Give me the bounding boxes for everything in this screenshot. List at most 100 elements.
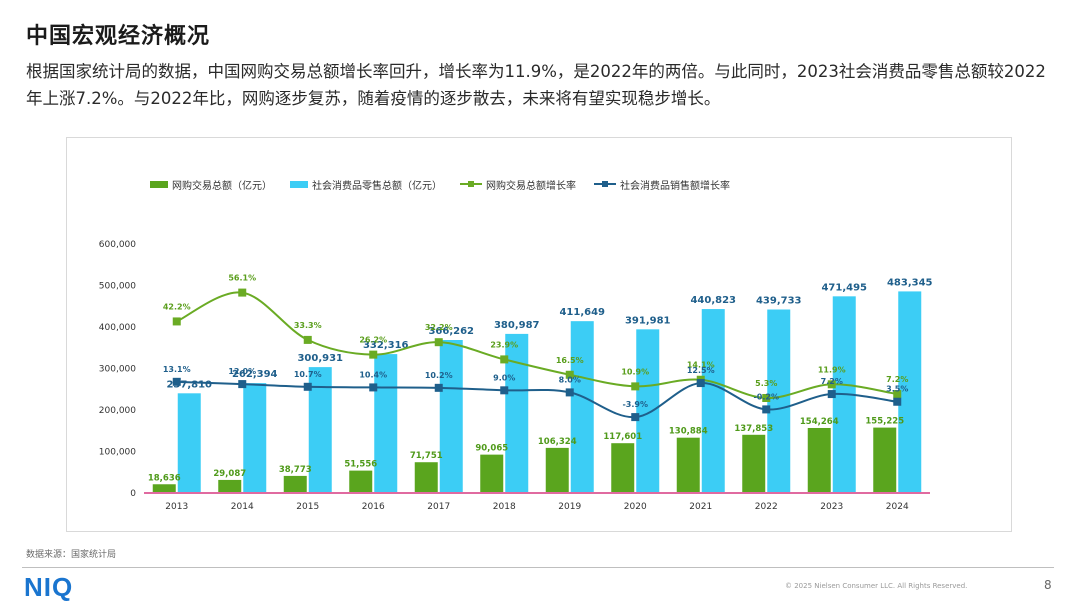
data-label-retail-growth: 13.1%: [163, 365, 191, 374]
x-tick-label: 2014: [231, 502, 254, 512]
data-label-online-growth: 10.9%: [621, 367, 649, 376]
point-retail-growth: [369, 383, 378, 392]
data-label-online-sales: 38,773: [279, 465, 312, 475]
data-label-online-sales: 137,853: [734, 424, 773, 434]
bar-online-sales: [414, 462, 438, 492]
x-tick-label: 2018: [493, 502, 516, 512]
data-label-online-sales: 71,751: [410, 451, 443, 461]
y-tick-label: 400,000: [99, 323, 136, 333]
data-label-online-growth: 7.2%: [886, 375, 908, 384]
bar-retail-sales: [767, 309, 791, 492]
point-online-growth: [369, 350, 378, 359]
point-online-growth: [893, 390, 902, 399]
point-online-growth: [500, 355, 509, 364]
data-label-retail-growth: 10.4%: [359, 370, 387, 379]
data-label-online-growth: 56.1%: [228, 274, 256, 283]
series-line-retail-growth: [176, 380, 898, 419]
x-tick-label: 2017: [427, 502, 450, 512]
legend-label-online-growth: 网购交易总额增长率: [486, 180, 576, 192]
page-title: 中国宏观经济概况: [26, 24, 211, 49]
point-retail-growth: [500, 386, 509, 395]
data-label-online-growth: 11.9%: [818, 365, 846, 374]
bar-retail-sales: [308, 367, 332, 492]
page-subtitle: 根据国家统计局的数据，中国网购交易总额增长率回升，增长率为11.9%，是2022…: [26, 62, 1046, 108]
point-retail-growth: [172, 377, 181, 386]
data-label-online-growth: 14.1%: [687, 361, 715, 370]
y-tick-label: 200,000: [99, 406, 136, 416]
point-retail-growth: [696, 379, 705, 388]
data-label-retail-growth: 7.2%: [821, 377, 843, 386]
point-retail-growth: [631, 413, 640, 422]
legend-swatch-online-growth: [460, 180, 482, 188]
data-label-retail-sales: 237,810: [166, 379, 212, 390]
data-label-retail-sales: 440,823: [690, 295, 736, 306]
data-label-retail-growth: 10.2%: [425, 371, 453, 380]
bar-retail-sales: [374, 354, 398, 492]
bar-retail-sales: [636, 329, 660, 492]
footer-divider: [22, 567, 1054, 568]
data-label-online-sales: 130,884: [669, 427, 708, 437]
data-label-online-sales: 106,324: [538, 437, 577, 447]
y-tick-label: 600,000: [99, 240, 136, 250]
point-online-growth: [565, 370, 574, 379]
point-online-growth: [762, 394, 771, 403]
point-online-growth: [434, 338, 443, 347]
bar-online-sales: [349, 470, 373, 492]
data-label-online-sales: 155,225: [865, 417, 904, 427]
niq-logo: NIQ: [24, 572, 74, 602]
legend-swatch-retail-sales: [290, 180, 308, 188]
legend-swatch-online-sales: [150, 180, 168, 188]
data-label-retail-growth: -0.2%: [753, 392, 779, 401]
x-tick-label: 2016: [362, 502, 385, 512]
point-online-growth: [172, 317, 181, 326]
data-label-online-growth: 32.2%: [425, 323, 453, 332]
point-retail-growth: [238, 380, 247, 389]
legend-label-online-sales: 网购交易总额（亿元）: [172, 180, 272, 192]
legend-item-online-sales: 网购交易总额（亿元）: [150, 177, 272, 192]
data-label-online-growth: 42.2%: [163, 302, 191, 311]
bar-online-sales: [873, 427, 897, 492]
x-tick-label: 2020: [624, 502, 647, 512]
data-label-online-sales: 117,601: [603, 432, 642, 442]
data-label-retail-sales: 380,987: [494, 320, 540, 331]
bar-online-sales: [807, 427, 831, 492]
data-label-retail-growth: 9.0%: [493, 373, 515, 382]
point-online-growth: [238, 288, 247, 297]
y-tick-label: 500,000: [99, 282, 136, 292]
data-label-online-growth: 33.3%: [294, 321, 322, 330]
x-tick-label: 2021: [689, 502, 712, 512]
x-tick-label: 2013: [165, 502, 188, 512]
point-online-growth: [631, 382, 640, 391]
bar-online-sales: [611, 443, 635, 492]
data-label-retail-sales: 411,649: [559, 307, 605, 318]
point-retail-growth: [893, 397, 902, 406]
data-label-online-sales: 154,264: [800, 417, 839, 427]
data-label-online-sales: 51,556: [344, 460, 377, 470]
data-label-online-growth: 5.3%: [755, 379, 777, 388]
data-label-retail-growth: 12.5%: [687, 366, 715, 375]
data-label-retail-sales: 332,316: [363, 340, 409, 351]
bar-retail-sales: [439, 340, 463, 492]
bar-online-sales: [742, 434, 766, 492]
bar-online-sales: [283, 475, 307, 492]
legend-item-retail-sales: 社会消费品零售总额（亿元）: [290, 177, 442, 192]
legend-label-retail-growth: 社会消费品销售额增长率: [620, 180, 730, 192]
bar-retail-sales: [898, 291, 922, 492]
data-label-retail-sales: 262,394: [232, 369, 278, 380]
bar-retail-sales: [701, 309, 725, 492]
bar-retail-sales: [570, 321, 594, 492]
data-label-online-growth: 26.2%: [359, 336, 387, 345]
point-retail-growth: [303, 382, 312, 391]
bar-retail-sales: [243, 383, 267, 492]
data-label-retail-sales: 483,345: [887, 277, 933, 288]
bar-online-sales: [676, 437, 700, 492]
y-tick-label: 0: [130, 489, 136, 499]
data-label-retail-growth: 12.0%: [228, 367, 256, 376]
data-label-online-growth: 23.9%: [490, 340, 518, 349]
chart-frame: 0 100,000 200,000 300,000 400,000 500,000 600,…: [66, 137, 1012, 532]
data-label-online-sales: 29,087: [213, 469, 246, 479]
chart-legend: 网购交易总额（亿元） 社会消费品零售总额（亿元） 网购交易总额增长率 社会消费品…: [150, 176, 748, 192]
bar-retail-sales: [177, 393, 201, 492]
data-label-online-growth: 16.5%: [556, 356, 584, 365]
chart-svg: 0 100,000 200,000 300,000 400,000 500,000 600,…: [99, 240, 933, 512]
